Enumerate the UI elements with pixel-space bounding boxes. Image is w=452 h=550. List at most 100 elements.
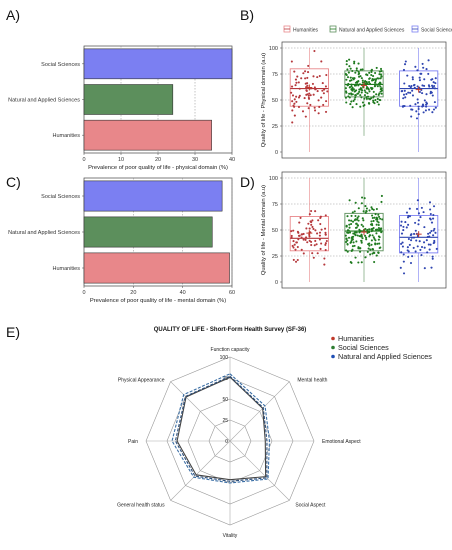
data-point — [431, 255, 434, 258]
legend-label: Natural and Applied Sciences — [339, 28, 405, 34]
data-point — [432, 81, 435, 84]
data-point — [379, 85, 382, 88]
data-point — [433, 227, 436, 230]
bar-social-sciences — [83, 180, 223, 212]
data-point — [356, 216, 359, 220]
data-point — [307, 94, 310, 97]
data-point — [402, 93, 406, 96]
data-point — [323, 257, 326, 260]
data-point — [356, 224, 359, 227]
radar-series-social-sciences — [174, 375, 268, 482]
data-point — [290, 230, 293, 233]
data-point — [413, 232, 416, 236]
data-point — [435, 247, 438, 250]
data-point — [355, 103, 358, 106]
data-point — [372, 75, 375, 78]
data-point — [364, 256, 367, 259]
data-point — [418, 240, 421, 243]
data-point — [319, 247, 322, 251]
radar-spoke — [229, 381, 290, 442]
data-point — [410, 239, 413, 242]
data-point — [308, 239, 311, 242]
data-point — [294, 78, 298, 81]
data-point — [375, 254, 378, 257]
data-point — [314, 210, 317, 213]
data-point — [428, 201, 432, 204]
data-point — [373, 78, 376, 81]
data-point — [307, 97, 311, 100]
data-point — [294, 260, 298, 263]
data-point — [371, 234, 374, 237]
data-point — [296, 245, 299, 249]
data-point — [308, 92, 311, 95]
data-point — [401, 245, 404, 248]
data-point — [359, 88, 362, 91]
data-point — [355, 89, 358, 92]
data-point — [316, 232, 319, 235]
legend-label: Humanities — [293, 28, 319, 34]
radar-spoke — [170, 381, 231, 442]
data-point — [368, 228, 371, 231]
data-point — [359, 105, 362, 108]
data-point — [430, 78, 433, 81]
data-point — [297, 105, 301, 109]
data-point — [401, 105, 405, 108]
data-point — [420, 72, 423, 75]
data-point — [400, 232, 404, 235]
data-point — [431, 84, 434, 87]
data-point — [421, 62, 424, 65]
data-point — [379, 67, 383, 71]
data-point — [429, 212, 432, 216]
data-point — [403, 82, 406, 85]
data-point — [360, 91, 363, 94]
data-point — [320, 96, 323, 99]
chart-c-mental-prevalence: 0 20 40 60 Social Sciences Natural and Applie… — [8, 177, 235, 304]
data-point — [309, 94, 312, 97]
data-point — [416, 85, 419, 88]
data-point — [345, 90, 348, 93]
data-point — [434, 231, 437, 234]
data-point — [302, 232, 305, 235]
data-point — [319, 215, 322, 218]
data-point — [307, 71, 310, 74]
data-point — [425, 103, 428, 106]
data-point — [414, 103, 417, 106]
data-point — [400, 220, 403, 223]
data-point — [372, 208, 375, 211]
data-point — [370, 220, 373, 223]
data-point — [345, 237, 348, 240]
data-point — [348, 96, 351, 99]
data-point — [369, 253, 372, 256]
data-point — [362, 210, 365, 213]
data-point — [417, 107, 420, 111]
data-point — [349, 241, 352, 244]
data-point — [422, 211, 425, 214]
data-point — [358, 235, 361, 238]
data-point — [380, 200, 383, 204]
data-point — [319, 222, 322, 226]
data-point — [291, 100, 294, 103]
data-point — [378, 73, 381, 76]
data-point — [370, 68, 373, 71]
data-point — [354, 234, 357, 237]
radial-tick-label: 0 — [225, 439, 228, 445]
data-point — [410, 108, 413, 111]
data-point — [415, 207, 419, 211]
data-point — [358, 75, 361, 78]
data-point — [366, 87, 369, 90]
data-point — [312, 256, 315, 259]
data-point — [400, 90, 403, 93]
data-point — [433, 239, 436, 242]
data-point — [301, 110, 305, 113]
data-point — [292, 258, 295, 261]
data-point — [377, 224, 380, 227]
data-point — [291, 244, 294, 248]
data-point — [416, 98, 419, 101]
data-point — [416, 101, 419, 104]
y-tick-label: 50 — [272, 98, 278, 104]
data-point — [350, 219, 353, 222]
data-point — [347, 236, 351, 239]
data-point — [318, 238, 321, 241]
data-point — [361, 237, 364, 240]
